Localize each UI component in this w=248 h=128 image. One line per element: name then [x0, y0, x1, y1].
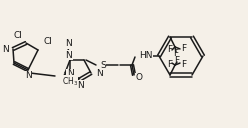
- Text: S: S: [100, 61, 106, 70]
- Text: F: F: [181, 60, 186, 69]
- Text: N: N: [65, 40, 71, 49]
- Text: F: F: [181, 44, 186, 54]
- Text: F: F: [167, 45, 172, 54]
- Text: Cl: Cl: [13, 30, 22, 40]
- Text: N: N: [25, 71, 31, 80]
- Text: $\mathregular{CH_3}$: $\mathregular{CH_3}$: [62, 76, 78, 88]
- Text: Cl: Cl: [43, 38, 52, 46]
- Text: O: O: [135, 73, 142, 83]
- Text: N: N: [2, 45, 9, 54]
- Text: F: F: [167, 60, 172, 69]
- Text: F: F: [174, 56, 180, 65]
- Text: N: N: [67, 70, 73, 78]
- Text: HN: HN: [139, 51, 153, 60]
- Text: F: F: [173, 49, 179, 58]
- Text: N: N: [66, 51, 72, 60]
- Text: N: N: [77, 81, 83, 89]
- Text: N: N: [96, 68, 103, 77]
